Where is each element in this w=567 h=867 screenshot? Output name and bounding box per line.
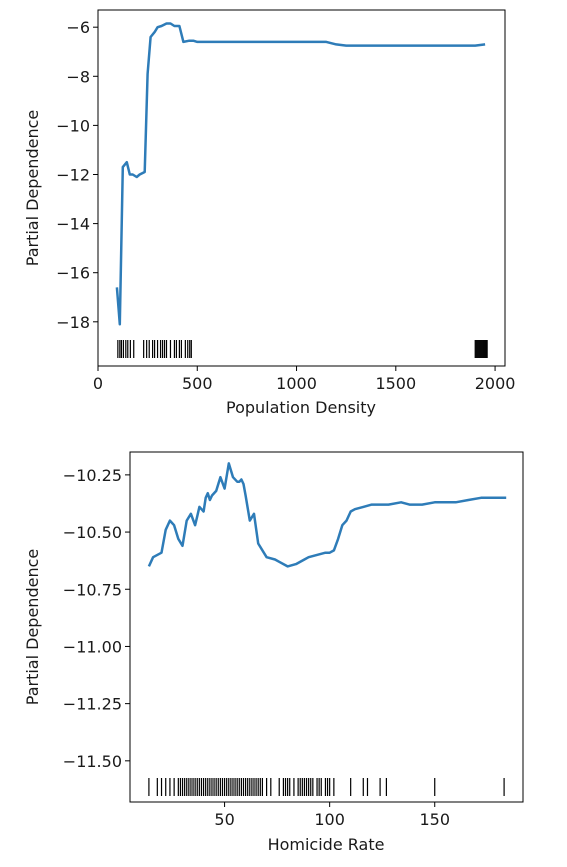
y-tick-label: −10.75 — [63, 580, 122, 599]
x-tick-label: 50 — [214, 810, 234, 829]
x-tick-label: 2000 — [475, 374, 516, 393]
partial-dependence-chart-population-density: 0 500 1000 1500 2000 −18 −16 −14 −12 −10 −8 −6 Popu… — [23, 9, 515, 417]
series-line — [147, 462, 507, 568]
tick-group: 0 500 1000 1500 2000 −18 −16 −14 −12 −10 −8 −6 — [56, 18, 515, 393]
x-axis-label: Population Density — [226, 398, 376, 417]
y-tick-label: −10.25 — [63, 466, 122, 485]
y-tick-label: −10.50 — [63, 523, 122, 542]
x-tick-label: 1000 — [276, 374, 317, 393]
x-tick-label: 500 — [182, 374, 213, 393]
x-tick-label: 150 — [419, 810, 450, 829]
x-tick-label: 100 — [314, 810, 345, 829]
y-tick-label: −18 — [56, 313, 90, 332]
y-tick-label: −10 — [56, 116, 90, 135]
tick-group: 50 100 150 −11.50 −11.25 −11.00 −10.75 −10.50 −1… — [63, 466, 450, 829]
y-tick-label: −6 — [66, 18, 90, 37]
y-tick-label: −16 — [56, 264, 90, 283]
x-tick-label: 0 — [93, 374, 103, 393]
y-tick-label: −14 — [56, 215, 90, 234]
plot-frame — [97, 9, 506, 367]
y-tick-label: −11.00 — [63, 637, 122, 656]
series-line — [115, 22, 486, 326]
partial-dependence-chart-homicide-rate: 50 100 150 −11.50 −11.25 −11.00 −10.75 −10.50 −1… — [23, 451, 524, 854]
y-axis-label: Partial Dependence — [23, 549, 42, 705]
y-tick-label: −11.50 — [63, 752, 122, 771]
plot-frame — [129, 451, 524, 803]
rug-group — [148, 778, 505, 796]
y-tick-label: −8 — [66, 67, 90, 86]
x-tick-label: 1500 — [375, 374, 416, 393]
y-axis-label: Partial Dependence — [23, 110, 42, 266]
x-axis-label: Homicide Rate — [268, 835, 385, 854]
y-tick-label: −12 — [56, 165, 90, 184]
y-tick-label: −11.25 — [63, 695, 122, 714]
rug-group — [117, 340, 488, 358]
